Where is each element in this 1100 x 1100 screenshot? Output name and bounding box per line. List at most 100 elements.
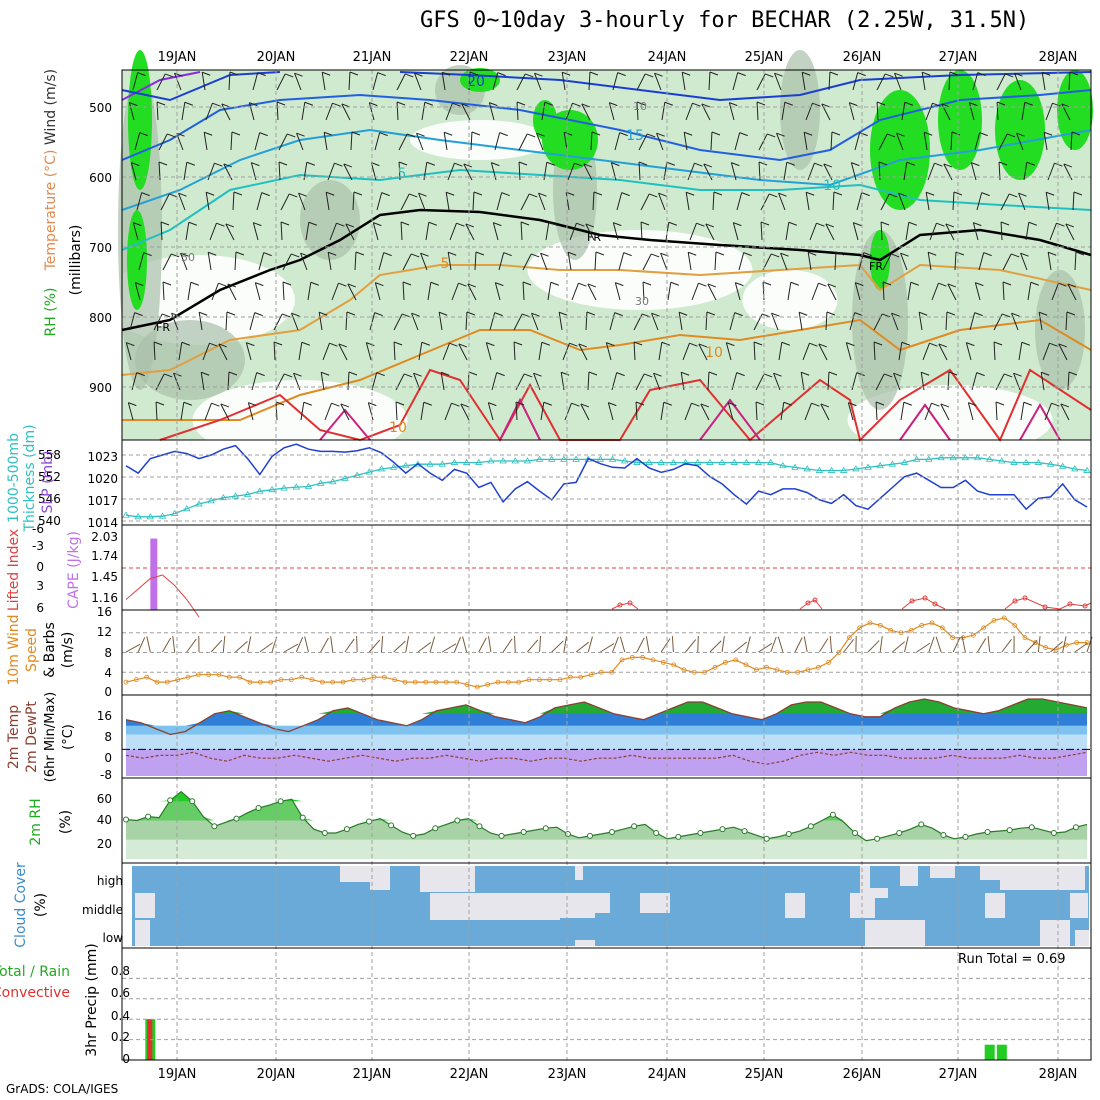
upper-wind-barb-flag bbox=[465, 223, 475, 228]
thickness-point bbox=[961, 454, 970, 461]
temp-hot-fill bbox=[126, 699, 1087, 714]
upper-wind-barb bbox=[443, 132, 448, 151]
upper-wind-barb bbox=[220, 403, 230, 421]
upper-wind-barb-flag bbox=[993, 341, 1003, 346]
upper-wind-barb bbox=[275, 401, 278, 421]
upper-wind-barb-flag bbox=[696, 222, 705, 227]
upper-wind-barb bbox=[348, 71, 351, 91]
upper-wind-barb-flag bbox=[636, 101, 646, 106]
contour-label: 10 bbox=[705, 345, 723, 361]
cloud-level-label: low bbox=[103, 931, 124, 945]
surface-wind-barb bbox=[952, 637, 961, 653]
upper-wind-barb bbox=[204, 403, 212, 421]
upper-wind-barb bbox=[734, 282, 741, 301]
upper-wind-barb-flag bbox=[928, 251, 937, 256]
upper-wind-barb-flag bbox=[881, 313, 891, 318]
wind-speed-point bbox=[826, 659, 832, 665]
upper-wind-barb bbox=[925, 192, 930, 211]
cloud-clear-area bbox=[930, 866, 955, 878]
upper-wind-barb bbox=[461, 103, 471, 121]
wind-speed-point bbox=[247, 679, 253, 685]
wind-speed-point bbox=[164, 679, 170, 685]
upper-wind-barb-flag bbox=[663, 401, 672, 406]
rh-tick-label: 60 bbox=[97, 792, 112, 806]
upper-wind-barb-flag bbox=[328, 251, 337, 256]
surface-wind-barb bbox=[685, 639, 697, 653]
upper-wind-barb-flag bbox=[153, 341, 163, 346]
upper-wind-barb-flag bbox=[569, 342, 578, 347]
thickness-point bbox=[803, 465, 811, 472]
upper-wind-barb bbox=[516, 73, 526, 91]
upper-wind-barb-flag bbox=[329, 342, 338, 347]
upper-wind-barb bbox=[642, 281, 645, 301]
surface-wind-barb bbox=[587, 636, 593, 653]
surface-wind-barb bbox=[575, 641, 590, 653]
upper-wind-barb bbox=[320, 372, 325, 391]
upper-wind-barb bbox=[802, 343, 810, 361]
upper-wind-barb-flag bbox=[460, 403, 470, 408]
upper-wind-barb-flag bbox=[321, 371, 330, 376]
thickness-point bbox=[304, 482, 313, 489]
upper-wind-barb-flag bbox=[300, 252, 309, 257]
wind-speed-point bbox=[474, 684, 480, 690]
thickness-point bbox=[146, 513, 155, 520]
upper-wind-barb bbox=[818, 343, 828, 361]
thickness-point bbox=[1010, 458, 1018, 465]
upper-wind-barb-flag bbox=[235, 251, 245, 256]
upper-wind-barb-flag bbox=[974, 312, 983, 317]
upper-wind-barb-flag bbox=[280, 221, 290, 226]
upper-wind-barb bbox=[402, 253, 412, 271]
upper-wind-barb-flag bbox=[402, 281, 412, 286]
upper-wind-barb-flag bbox=[666, 161, 675, 166]
thickness-point bbox=[450, 458, 459, 465]
surface-wind-barb bbox=[462, 636, 468, 653]
cloud-clear-area bbox=[575, 866, 583, 880]
upper-wind-barb-flag bbox=[473, 191, 483, 196]
upper-wind-barb-flag bbox=[408, 193, 418, 198]
surface-wind-barb bbox=[488, 636, 492, 653]
upper-wind-barb-flag bbox=[173, 372, 182, 377]
upper-wind-barb-flag bbox=[581, 103, 591, 108]
upper-wind-barb bbox=[900, 253, 908, 271]
upper-wind-barb bbox=[258, 252, 265, 271]
rh-point bbox=[410, 832, 417, 839]
upper-wind-barb-flag bbox=[886, 133, 896, 138]
upper-wind-barb bbox=[708, 71, 711, 91]
upper-wind-barb-flag bbox=[953, 191, 963, 196]
upper-wind-barb bbox=[583, 163, 593, 181]
upper-wind-barb bbox=[273, 341, 276, 361]
wind-speed-point bbox=[330, 679, 336, 685]
wind-speed-point bbox=[288, 677, 294, 683]
upper-wind-barb bbox=[638, 161, 641, 181]
surface-wind-barb bbox=[344, 638, 355, 653]
contour-label: 5 bbox=[441, 256, 450, 272]
upper-wind-barb-flag bbox=[863, 252, 872, 257]
upper-wind-barb bbox=[780, 253, 788, 271]
upper-wind-barb bbox=[776, 133, 784, 151]
upper-wind-barb-flag bbox=[1011, 312, 1020, 317]
upper-wind-barb-flag bbox=[783, 401, 792, 406]
upper-wind-barb-flag bbox=[679, 311, 688, 316]
upper-wind-barb bbox=[396, 73, 406, 91]
precip-tick-label: 0.8 bbox=[111, 964, 130, 978]
upper-wind-barb-flag bbox=[448, 251, 457, 256]
upper-wind-barb bbox=[234, 251, 237, 271]
temp-tick-label: 16 bbox=[97, 709, 112, 723]
upper-wind-barb-flag bbox=[452, 102, 461, 107]
precip-convective-bar bbox=[147, 1019, 153, 1060]
wind-speed-point bbox=[185, 674, 191, 680]
thickness-point bbox=[1058, 462, 1067, 469]
thickness-point bbox=[852, 465, 860, 472]
surface-wind-barb bbox=[137, 637, 146, 653]
thickness-point bbox=[535, 455, 544, 462]
wind-speed-point bbox=[578, 674, 584, 680]
upper-wind-barb-flag bbox=[439, 311, 448, 316]
wind-speed-point bbox=[991, 618, 997, 623]
upper-wind-barb bbox=[880, 221, 883, 241]
minmax-axis-label: (6hr Min/Max) bbox=[43, 692, 58, 782]
wind-speed-point bbox=[753, 667, 759, 673]
upper-wind-barb bbox=[805, 192, 810, 211]
upper-wind-barb-flag bbox=[1006, 133, 1016, 138]
upper-wind-barb bbox=[211, 283, 219, 301]
upper-wind-barb bbox=[158, 133, 168, 151]
